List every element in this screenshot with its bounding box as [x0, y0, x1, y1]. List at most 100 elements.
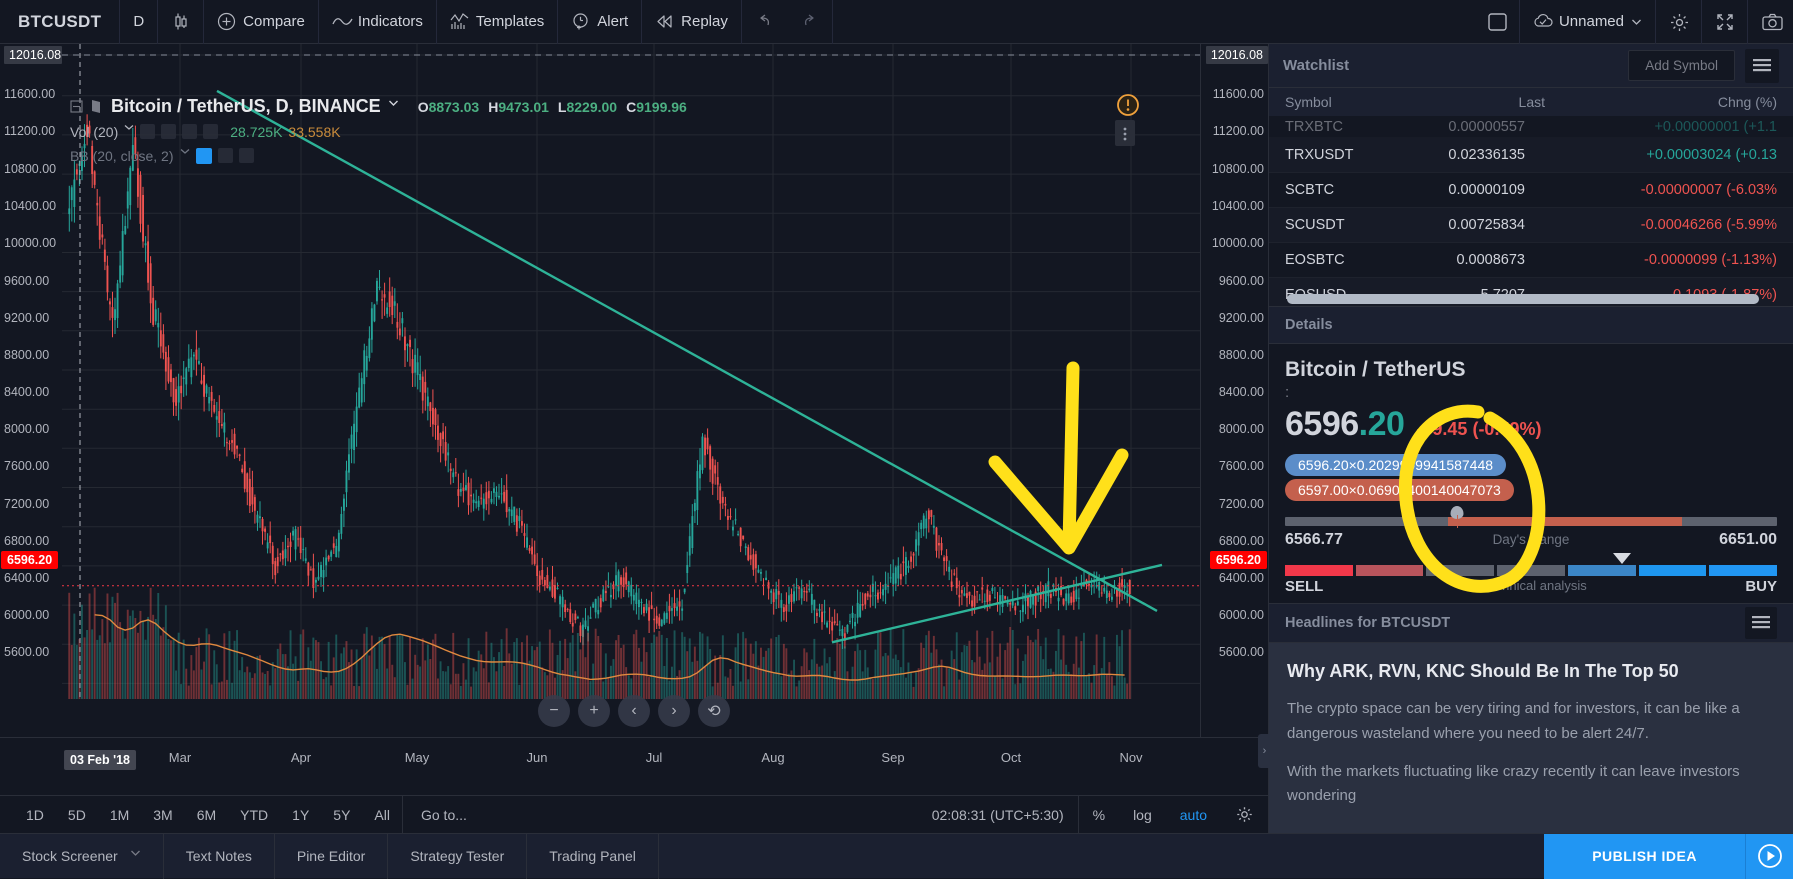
alert-drag-handle[interactable] — [1115, 120, 1135, 146]
price-tick: 10800.00 — [4, 162, 57, 176]
time-axis[interactable]: 03 Feb '18 Mar Apr May Jun Jul Aug Sep O… — [0, 737, 1268, 795]
timeframe-1y[interactable]: 1Y — [292, 806, 310, 823]
list-item[interactable]: TRXUSDT 0.02336135 +0.00003024 (+0.13 — [1269, 138, 1793, 173]
timeframe-3m[interactable]: 3M — [153, 806, 173, 823]
zoom-out-button[interactable]: − — [538, 695, 570, 727]
layout-name-label: Unnamed — [1558, 13, 1624, 30]
price-tick: 11600.00 — [4, 87, 56, 101]
range-low: 6566.77 — [1285, 531, 1343, 548]
goto-button[interactable]: Go to... — [420, 806, 467, 823]
chart-area[interactable]: 12016.08 11600.00 11200.00 10800.00 1040… — [0, 44, 1268, 795]
stock-screener-button[interactable]: Stock Screener — [0, 833, 164, 879]
chevron-down-icon — [1631, 12, 1642, 31]
auto-scale-button[interactable]: auto — [1179, 806, 1207, 823]
price-tick: 11600.00 — [1212, 87, 1264, 101]
indicators-button[interactable]: Indicators — [319, 0, 437, 44]
scroll-right-button[interactable]: › — [658, 695, 690, 727]
timeframe-1m[interactable]: 1M — [109, 806, 130, 823]
alert-marker-icon[interactable] — [1115, 92, 1141, 118]
headlines-menu-button[interactable] — [1745, 607, 1777, 639]
chart-plot[interactable] — [62, 44, 1200, 737]
alarm-clock-icon — [571, 12, 590, 31]
timeframe-ytd[interactable]: YTD — [240, 806, 269, 823]
compare-label: Compare — [243, 13, 305, 30]
text-notes-button[interactable]: Text Notes — [164, 833, 275, 879]
percent-scale-button[interactable]: % — [1077, 795, 1119, 834]
price-tick: 10400.00 — [4, 199, 57, 213]
column-symbol[interactable]: Symbol — [1285, 94, 1332, 110]
row-symbol: TRXUSDT — [1285, 147, 1354, 163]
stock-screener-label: Stock Screener — [22, 848, 118, 864]
rewind-icon — [655, 12, 674, 31]
chevron-down-icon[interactable] — [130, 847, 141, 866]
pine-editor-button[interactable]: Pine Editor — [275, 833, 389, 879]
redo-button[interactable] — [787, 0, 833, 44]
timeframe-1d[interactable]: 1D — [26, 806, 44, 823]
list-menu-icon — [1751, 615, 1771, 631]
sidebar-collapse-handle[interactable]: › — [1258, 734, 1271, 768]
technical-analysis-widget: SELL Technical analysis BUY — [1285, 553, 1778, 595]
log-scale-button[interactable]: log — [1133, 806, 1152, 823]
undo-button[interactable] — [742, 0, 787, 44]
timeframe-5y[interactable]: 5Y — [333, 806, 351, 823]
wave-icon — [332, 12, 353, 31]
list-item[interactable]: SCUSDT 0.00725834 -0.00046266 (-5.99% — [1269, 208, 1793, 243]
timeframe-bar: 1D 5D 1M 3M 6M YTD 1Y 5Y All Go to... 02… — [0, 795, 1268, 834]
fullscreen-icon — [1715, 12, 1734, 31]
templates-button[interactable]: Templates — [437, 0, 559, 44]
publish-idea-button[interactable]: PUBLISH IDEA — [1544, 833, 1745, 879]
article-title[interactable]: Why ARK, RVN, KNC Should Be In The Top 5… — [1287, 661, 1679, 681]
price-tick: 9200.00 — [4, 311, 50, 325]
price-tick: 6400.00 — [1218, 571, 1264, 585]
price-tick: 10400.00 — [1211, 199, 1264, 213]
redo-icon — [800, 12, 819, 31]
price-tick: 6000.00 — [1218, 608, 1264, 622]
interval-button[interactable]: D — [120, 0, 159, 44]
order-pills: 6596.20×0.2029999941587448 6597.00×0.069… — [1285, 454, 1777, 501]
column-last[interactable]: Last — [1518, 94, 1545, 110]
scroll-left-button[interactable]: ‹ — [618, 695, 650, 727]
list-item[interactable]: EOSBTC 0.0008673 -0.0000099 (-1.13%) — [1269, 243, 1793, 278]
list-item[interactable]: SCBTC 0.00000109 -0.00000007 (-6.03% — [1269, 173, 1793, 208]
chart-settings-button[interactable] — [1221, 796, 1268, 834]
status-bar: Stock Screener Text Notes Pine Editor St… — [0, 833, 1793, 879]
timeframe-right-group: 02:08:31 (UTC+5:30) % log auto — [918, 795, 1268, 834]
replay-button[interactable]: Replay — [642, 0, 742, 44]
timeframe-5d[interactable]: 5D — [67, 806, 86, 823]
zoom-in-button[interactable]: + — [578, 695, 610, 727]
chart-properties-button[interactable] — [1656, 0, 1702, 44]
headlines-header: Headlines for BTCUSDT — [1269, 603, 1793, 643]
indicators-label: Indicators — [357, 13, 423, 30]
snapshot-button[interactable] — [1748, 0, 1793, 44]
chart-type-button[interactable] — [158, 0, 205, 44]
price-tick: 7600.00 — [1218, 459, 1264, 473]
timeframe-all[interactable]: All — [362, 795, 403, 834]
saved-layout-button[interactable]: Unnamed — [1520, 0, 1656, 44]
news-article[interactable]: Why ARK, RVN, KNC Should Be In The Top 5… — [1269, 643, 1793, 833]
price-tick: 8000.00 — [1218, 422, 1264, 436]
price-scale-right[interactable]: 12016.08 11600.00 11200.00 10800.00 1040… — [1115, 44, 1268, 795]
range-current-tick — [1457, 515, 1459, 528]
compare-button[interactable]: Compare — [204, 0, 319, 44]
layout-button[interactable] — [1474, 0, 1520, 44]
reset-chart-button[interactable]: ⟲ — [698, 695, 730, 727]
add-symbol-button[interactable]: Add Symbol — [1628, 50, 1735, 81]
fullscreen-button[interactable] — [1702, 0, 1748, 44]
watchlist-horizontal-scrollbar[interactable] — [1287, 294, 1759, 304]
buy-label: BUY — [1745, 578, 1777, 595]
alert-button[interactable]: Alert — [558, 0, 643, 44]
trading-panel-button[interactable]: Trading Panel — [527, 833, 659, 879]
watchlist-menu-button[interactable] — [1745, 48, 1779, 83]
watchlist-rows[interactable]: TRXBTC 0.00000557 +0.00000001 (+1.1 TRXU… — [1269, 116, 1793, 306]
list-item[interactable]: TRXBTC 0.00000557 +0.00000001 (+1.1 — [1269, 116, 1793, 138]
play-button[interactable] — [1745, 833, 1793, 879]
timeframe-6m[interactable]: 6M — [196, 806, 217, 823]
symbol-button[interactable]: BTCUSDT — [0, 0, 121, 44]
instrument-name: Bitcoin / TetherUS — [1285, 358, 1466, 381]
price-scale-left[interactable]: 12016.08 11600.00 11200.00 10800.00 1040… — [0, 44, 62, 795]
column-chng[interactable]: Chng (%) — [1717, 94, 1777, 110]
strategy-tester-button[interactable]: Strategy Tester — [388, 833, 528, 879]
row-last: 0.02336135 — [1448, 147, 1525, 163]
row-change: +0.00003024 (+0.13 — [1646, 147, 1777, 163]
